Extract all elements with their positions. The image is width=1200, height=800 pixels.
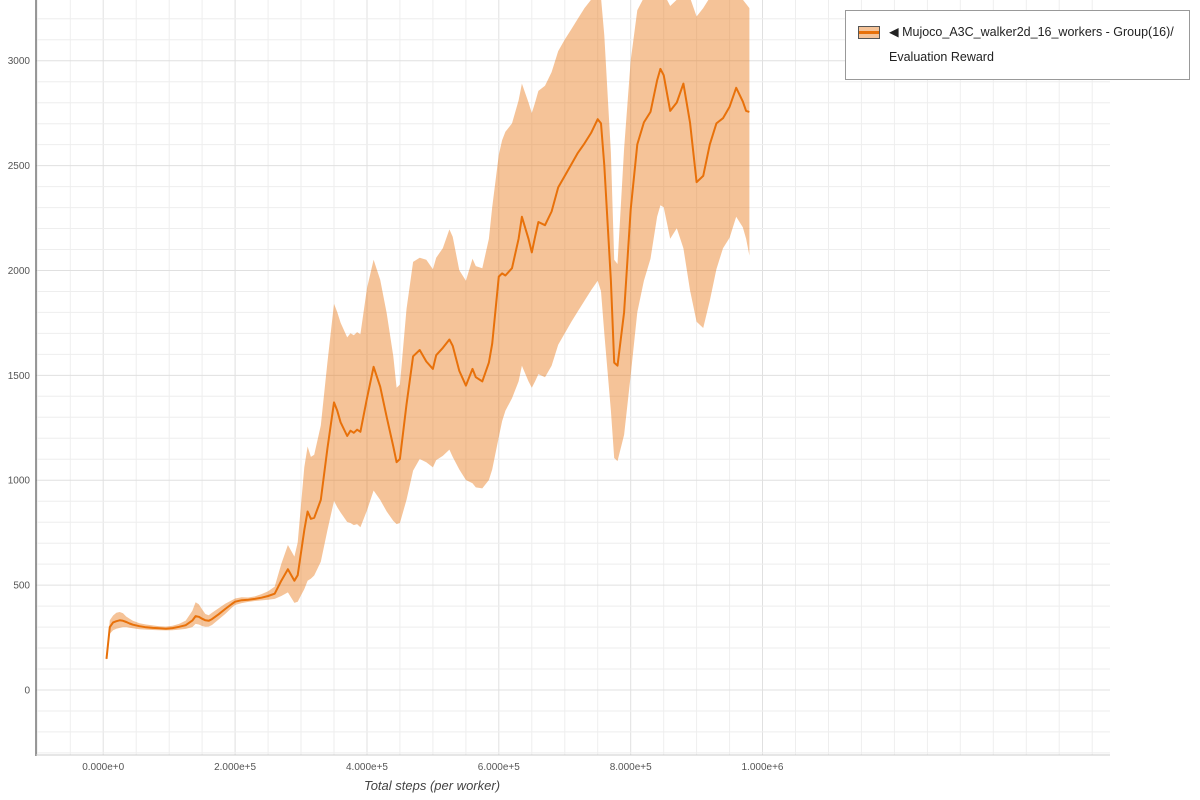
x-tick-label: 0.000e+0	[82, 762, 124, 773]
confidence-band	[106, 0, 750, 661]
y-tick-label: 0	[24, 686, 30, 697]
legend[interactable]: ◀ Mujoco_A3C_walker2d_16_workers - Group…	[845, 10, 1190, 80]
legend-swatch-line	[859, 31, 879, 34]
legend-swatch	[858, 26, 880, 39]
x-tick-label: 6.000e+5	[478, 762, 520, 773]
series-line[interactable]	[105, 67, 750, 660]
x-tick-label: 2.000e+5	[214, 762, 256, 773]
x-tick-label: 4.000e+5	[346, 762, 388, 773]
y-tick-label: 1000	[8, 476, 31, 487]
x-tick-label: 8.000e+5	[610, 762, 652, 773]
x-tick-label: 1.000e+6	[742, 762, 784, 773]
y-tick-label: 1500	[8, 371, 31, 382]
y-tick-label: 3000	[8, 56, 31, 67]
legend-label: ◀ Mujoco_A3C_walker2d_16_workers - Group…	[889, 25, 1174, 64]
grid	[36, 0, 1110, 755]
y-tick-label: 2500	[8, 161, 31, 172]
x-axis-title: Total steps (per worker)	[363, 778, 501, 793]
y-tick-label: 500	[13, 581, 30, 592]
y-tick-label: 2000	[8, 266, 31, 277]
